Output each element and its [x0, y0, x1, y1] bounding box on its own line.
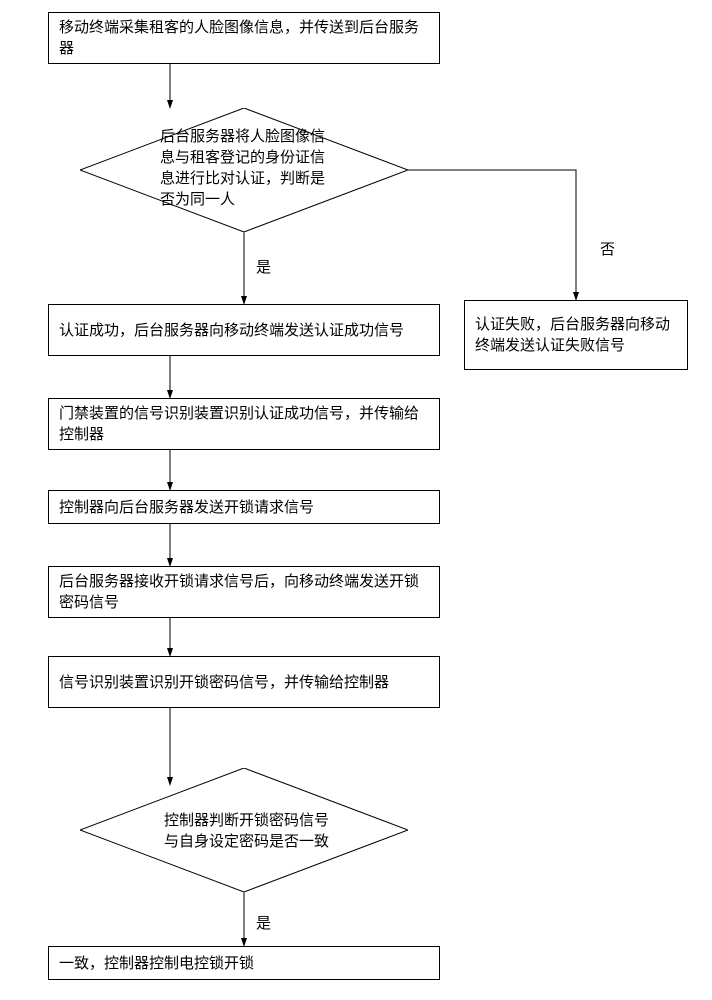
node-n7: 一致，控制器控制电控锁开锁	[48, 946, 440, 980]
node-text: 门禁装置的信号识别装置识别认证成功信号，并传输给控制器	[59, 403, 429, 445]
edge-label-yes-1: 是	[256, 256, 271, 277]
node-n1: 移动终端采集租客的人脸图像信息，并传送到后台服务器	[48, 12, 440, 64]
edge-label-no: 否	[600, 238, 615, 259]
node-n2b: 认证失败，后台服务器向移动终端发送认证失败信号	[464, 300, 688, 370]
node-text: 后台服务器接收开锁请求信号后，向移动终端发送开锁密码信号	[59, 571, 429, 613]
label-text: 是	[256, 915, 271, 932]
edge-label-yes-2: 是	[256, 912, 271, 933]
node-text: 控制器向后台服务器发送开锁请求信号	[59, 497, 314, 518]
node-text: 认证失败，后台服务器向移动终端发送认证失败信号	[475, 314, 677, 356]
node-n5: 后台服务器接收开锁请求信号后，向移动终端发送开锁密码信号	[48, 566, 440, 618]
node-text: 认证成功，后台服务器向移动终端发送认证成功信号	[59, 320, 404, 341]
label-text: 否	[600, 241, 615, 258]
node-n6: 信号识别装置识别开锁密码信号，并传输给控制器	[48, 656, 440, 708]
node-n4: 控制器向后台服务器发送开锁请求信号	[48, 490, 440, 524]
edge	[408, 170, 576, 300]
node-text: 信号识别装置识别开锁密码信号，并传输给控制器	[59, 672, 389, 693]
node-n2: 认证成功，后台服务器向移动终端发送认证成功信号	[48, 304, 440, 356]
node-text: 一致，控制器控制电控锁开锁	[59, 953, 254, 974]
node-text: 移动终端采集租客的人脸图像信息，并传送到后台服务器	[59, 17, 429, 59]
label-text: 是	[256, 259, 271, 276]
node-n3: 门禁装置的信号识别装置识别认证成功信号，并传输给控制器	[48, 398, 440, 450]
